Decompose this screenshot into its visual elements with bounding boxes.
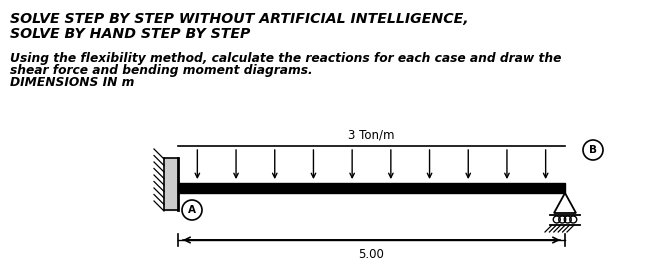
Text: 5.00: 5.00 <box>359 248 384 261</box>
Bar <box>178 183 565 193</box>
Text: SOLVE STEP BY STEP WITHOUT ARTIFICIAL INTELLIGENCE,: SOLVE STEP BY STEP WITHOUT ARTIFICIAL IN… <box>10 12 468 26</box>
Text: shear force and bending moment diagrams.: shear force and bending moment diagrams. <box>10 64 312 77</box>
Text: DIMENSIONS IN m: DIMENSIONS IN m <box>10 76 134 89</box>
Text: SOLVE BY HAND STEP BY STEP: SOLVE BY HAND STEP BY STEP <box>10 27 251 41</box>
Text: 3 Ton/m: 3 Ton/m <box>348 128 394 141</box>
Text: Using the flexibility method, calculate the reactions for each case and draw the: Using the flexibility method, calculate … <box>10 52 561 65</box>
Text: B: B <box>589 145 597 155</box>
Text: A: A <box>188 205 196 215</box>
Bar <box>164 158 178 210</box>
